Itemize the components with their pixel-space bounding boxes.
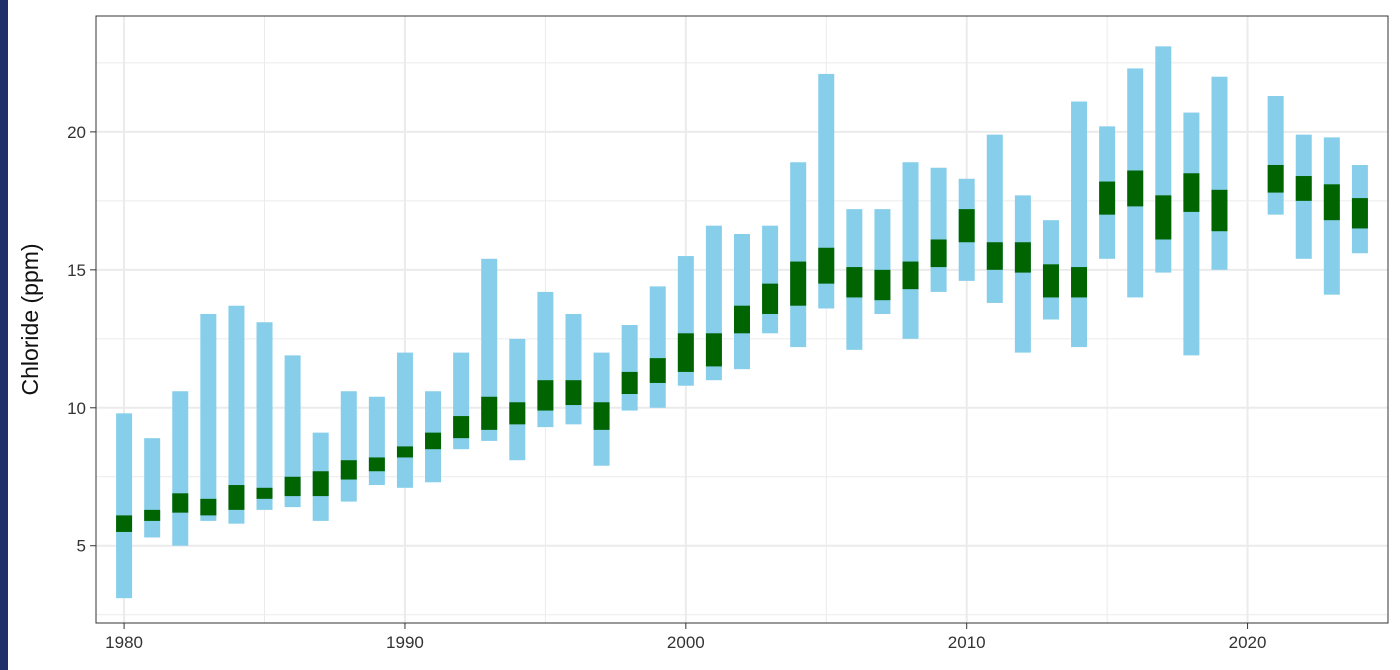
x-tick-label: 1980 [105,633,143,652]
median-bar [1042,264,1059,298]
median-bar [1099,181,1116,215]
median-bar [396,446,413,458]
median-bar [1323,184,1340,221]
median-bar [537,380,554,411]
median-bar [144,509,161,521]
median-bar [228,485,245,510]
range-bar [649,286,666,408]
median-bar [425,432,442,450]
median-bar [172,493,189,513]
range-bar [1014,195,1031,353]
median-bar [1014,242,1031,273]
range-bar [396,352,413,488]
y-tick-label: 5 [77,537,86,556]
range-bar [368,396,385,486]
range-bar [621,325,638,411]
median-bar [368,457,385,472]
x-tick-label: 2020 [1229,633,1267,652]
range-bar [790,162,807,348]
median-bar [705,333,722,367]
range-bar [734,233,750,370]
range-bar [144,438,161,538]
range-bar [228,305,245,524]
y-tick-label: 15 [67,261,86,280]
median-bar [200,498,217,516]
median-bar [284,476,301,497]
median-bar [256,487,273,499]
median-bar [1295,176,1312,201]
median-bar [790,261,807,306]
range-bar [116,413,133,599]
median-bar [116,515,133,532]
median-bar [762,283,779,314]
median-bar [1211,189,1228,232]
median-bar [1183,173,1200,212]
median-bar [1127,170,1144,207]
range-bar [256,322,273,510]
median-bar [649,358,666,383]
median-bar [846,267,863,298]
range-bar [284,355,301,508]
median-bar [481,396,498,430]
x-tick-label: 2000 [667,633,705,652]
y-tick-label: 20 [67,123,86,142]
axes: 1980 1990 2000 2010 2020 5 10 15 20 [67,123,1266,652]
range-bar [509,338,526,461]
range-bar [1267,96,1284,215]
range-bar [172,391,189,546]
median-bar [874,269,891,301]
median-bar [312,471,329,497]
x-tick-label: 2010 [948,633,986,652]
median-bar [930,239,947,268]
range-bar [762,225,779,334]
median-bar [509,402,526,425]
panel-border [95,15,1389,624]
median-bars [116,164,1368,532]
x-tick-label: 1990 [386,633,424,652]
median-bar [986,242,1003,270]
range-bar [1183,112,1200,356]
median-bar [621,371,638,394]
chart-svg: 1980 1990 2000 2010 2020 5 10 15 20 Chloride (pp… [17,15,1389,652]
chart-frame: 1980 1990 2000 2010 2020 5 10 15 20 Chloride (pp… [8,0,1400,670]
median-bar [958,209,975,243]
median-bar [1351,198,1368,229]
y-axis-title: Chloride (ppm) [17,243,43,395]
median-bar [1155,195,1172,240]
range-bar [340,391,357,502]
range-bar [565,313,582,425]
y-tick-label: 10 [67,399,86,418]
median-bar [818,247,835,284]
range-bar [1071,101,1088,348]
median-bar [1267,164,1284,193]
median-bar [677,333,694,372]
range-bar [1211,76,1228,270]
range-bar [930,167,947,292]
range-bar [902,162,919,339]
median-bar [340,460,357,480]
median-bar [593,402,610,430]
median-bar [565,380,582,406]
range-bar [986,134,1003,303]
median-bar [1071,267,1088,298]
range-bar [481,258,498,441]
median-bar [902,261,919,290]
range-bar [200,313,217,521]
median-bar [453,416,470,439]
median-bar [734,305,750,334]
